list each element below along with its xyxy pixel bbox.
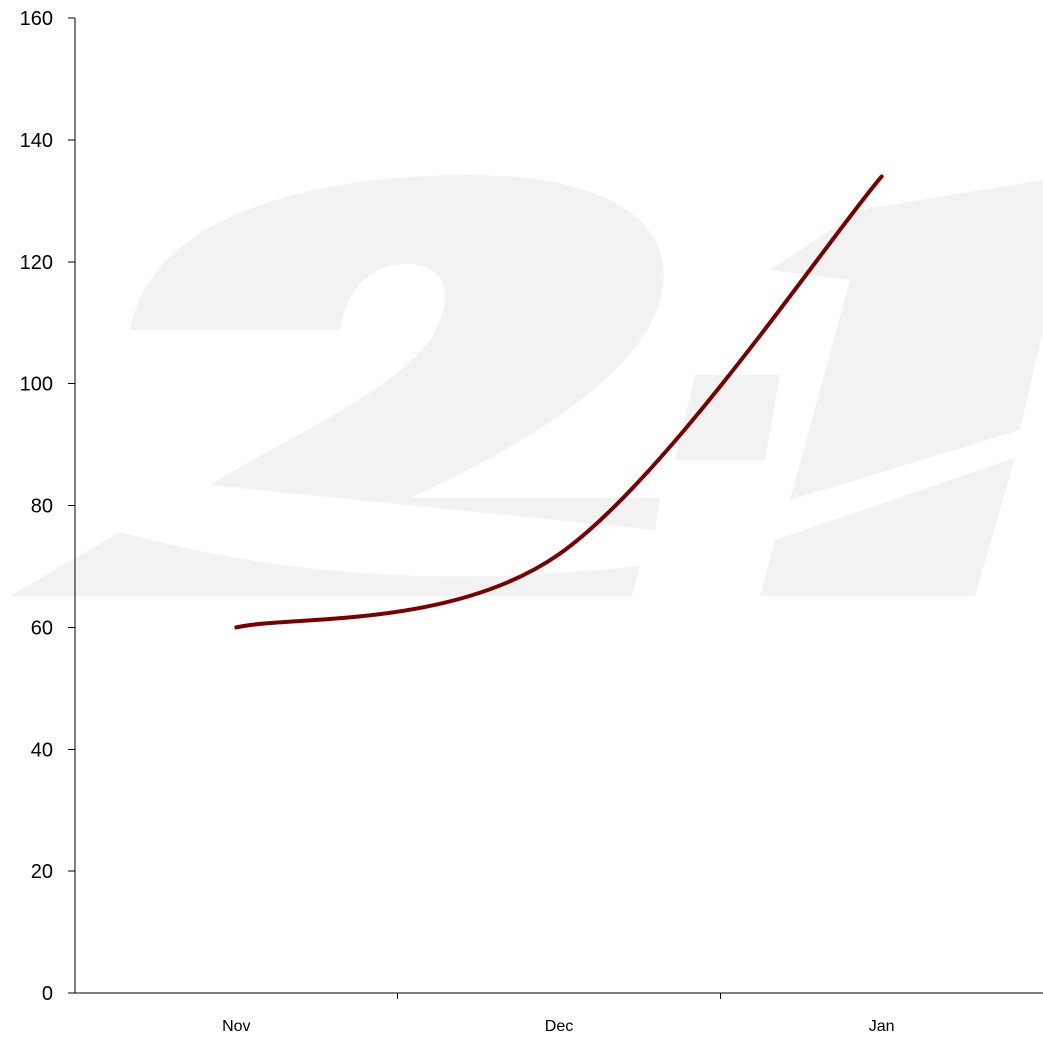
y-tick-label: 20	[31, 861, 53, 883]
x-tick-label: Dec	[545, 1018, 573, 1035]
y-tick-label: 60	[31, 617, 53, 639]
y-tick-label: 140	[20, 130, 53, 152]
watermark-digit-two	[130, 175, 664, 530]
axes: 0 20 40 60 80 100 120 140 160 Nov Dec Jan	[20, 8, 1043, 1035]
watermark-swoosh	[10, 532, 640, 596]
series-layer	[234, 174, 884, 630]
watermark-four-crossbar	[675, 375, 780, 460]
watermark-digit-four	[770, 180, 1043, 500]
y-tick-label: 160	[20, 8, 53, 30]
y-tick-label: 100	[20, 374, 53, 396]
watermark-swoosh-right	[760, 458, 1015, 596]
series-line-0	[234, 174, 884, 630]
y-tick-label: 40	[31, 739, 53, 761]
y-tick-label: 120	[20, 252, 53, 274]
watermark-logo	[10, 175, 1043, 596]
x-tick-label: Nov	[222, 1018, 250, 1035]
y-tick-label: 80	[31, 496, 53, 518]
x-tick-label: Jan	[869, 1018, 895, 1035]
y-tick-label: 0	[42, 983, 53, 1005]
